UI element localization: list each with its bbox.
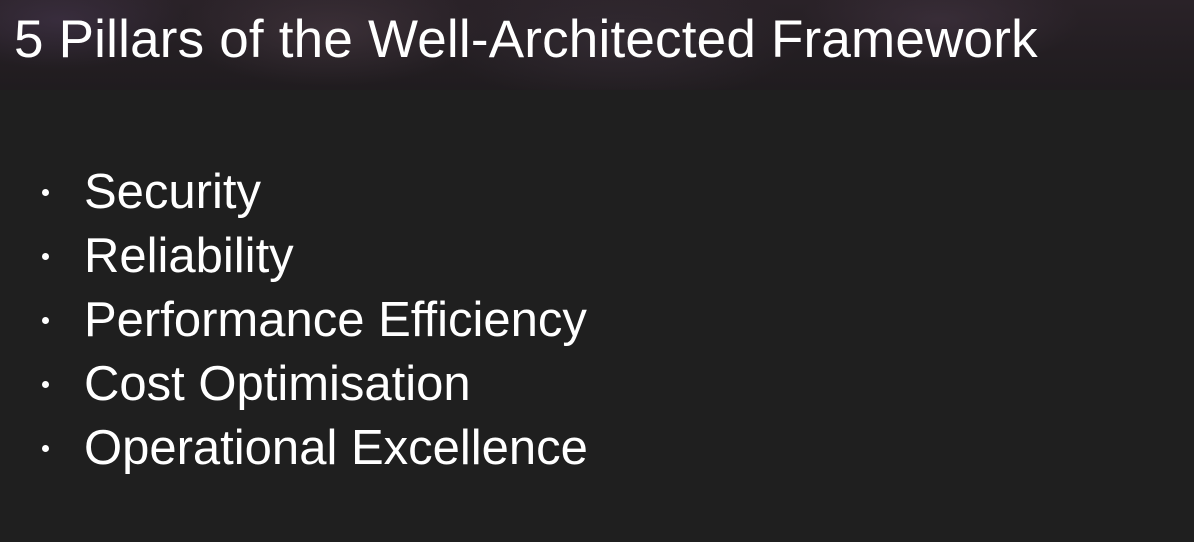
bullet-icon <box>42 316 49 324</box>
bullet-icon <box>42 188 49 196</box>
pillars-list: Security Reliability Performance Efficie… <box>40 160 588 480</box>
list-item-security: Security <box>40 160 588 224</box>
bullet-icon <box>42 444 49 452</box>
list-item-label: Reliability <box>84 229 294 283</box>
slide-title: 5 Pillars of the Well-Architected Framew… <box>14 10 1038 69</box>
list-item-reliability: Reliability <box>40 224 588 288</box>
bullet-icon <box>42 380 49 388</box>
bullet-icon <box>42 252 49 260</box>
list-item-label: Performance Efficiency <box>84 293 587 347</box>
list-item-performance-efficiency: Performance Efficiency <box>40 288 588 352</box>
title-banner: 5 Pillars of the Well-Architected Framew… <box>0 0 1194 90</box>
list-item-label: Cost Optimisation <box>84 357 471 411</box>
list-item-label: Operational Excellence <box>84 421 588 475</box>
list-item-label: Security <box>84 165 262 219</box>
list-item-cost-optimisation: Cost Optimisation <box>40 352 588 416</box>
list-item-operational-excellence: Operational Excellence <box>40 416 588 480</box>
